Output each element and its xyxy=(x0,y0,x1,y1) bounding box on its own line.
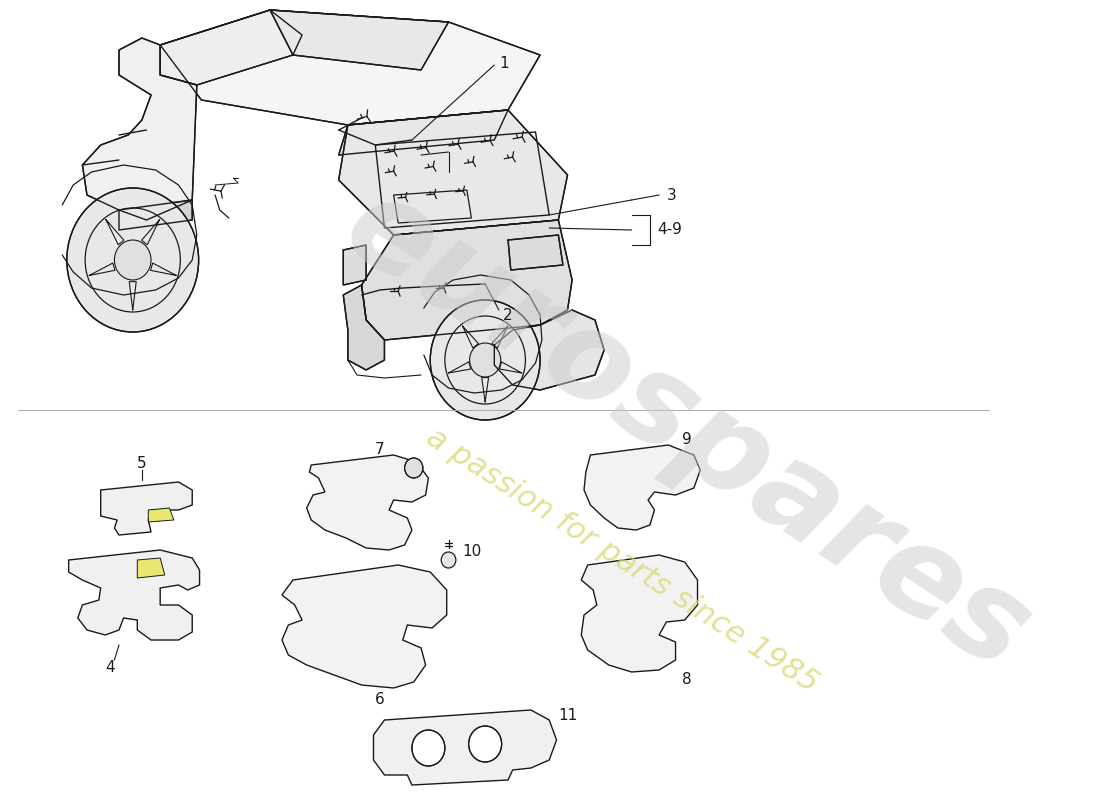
Polygon shape xyxy=(494,310,604,390)
Text: 4: 4 xyxy=(104,661,114,675)
Polygon shape xyxy=(101,482,192,535)
Polygon shape xyxy=(270,10,449,70)
Polygon shape xyxy=(339,110,508,155)
Text: 6: 6 xyxy=(375,693,385,707)
Polygon shape xyxy=(362,220,572,340)
Polygon shape xyxy=(339,110,568,235)
Polygon shape xyxy=(148,508,174,522)
Polygon shape xyxy=(68,550,199,640)
Text: 8: 8 xyxy=(682,673,691,687)
Polygon shape xyxy=(581,555,697,672)
Polygon shape xyxy=(161,10,540,125)
Circle shape xyxy=(469,726,502,762)
Polygon shape xyxy=(343,285,385,370)
Text: 5: 5 xyxy=(138,455,146,470)
Polygon shape xyxy=(82,38,197,220)
Circle shape xyxy=(114,240,151,280)
Polygon shape xyxy=(374,710,557,785)
Circle shape xyxy=(441,552,455,568)
Polygon shape xyxy=(119,200,192,230)
Text: 2: 2 xyxy=(503,309,513,323)
Circle shape xyxy=(411,730,444,766)
Circle shape xyxy=(430,300,540,420)
Text: 10: 10 xyxy=(462,545,482,559)
Polygon shape xyxy=(138,558,165,578)
Polygon shape xyxy=(584,445,701,530)
Text: 4-9: 4-9 xyxy=(657,222,682,238)
Polygon shape xyxy=(343,245,366,285)
Text: eurospares: eurospares xyxy=(322,164,1050,696)
Circle shape xyxy=(470,343,500,377)
Polygon shape xyxy=(508,235,563,270)
Text: 1: 1 xyxy=(499,55,509,70)
Polygon shape xyxy=(161,10,302,85)
Text: 9: 9 xyxy=(682,433,692,447)
Polygon shape xyxy=(307,455,428,550)
Text: 7: 7 xyxy=(375,442,385,458)
Polygon shape xyxy=(282,565,447,688)
Text: 3: 3 xyxy=(667,187,676,202)
Text: a passion for parts since 1985: a passion for parts since 1985 xyxy=(421,422,824,698)
Text: 11: 11 xyxy=(559,707,578,722)
Circle shape xyxy=(67,188,199,332)
Circle shape xyxy=(405,458,422,478)
